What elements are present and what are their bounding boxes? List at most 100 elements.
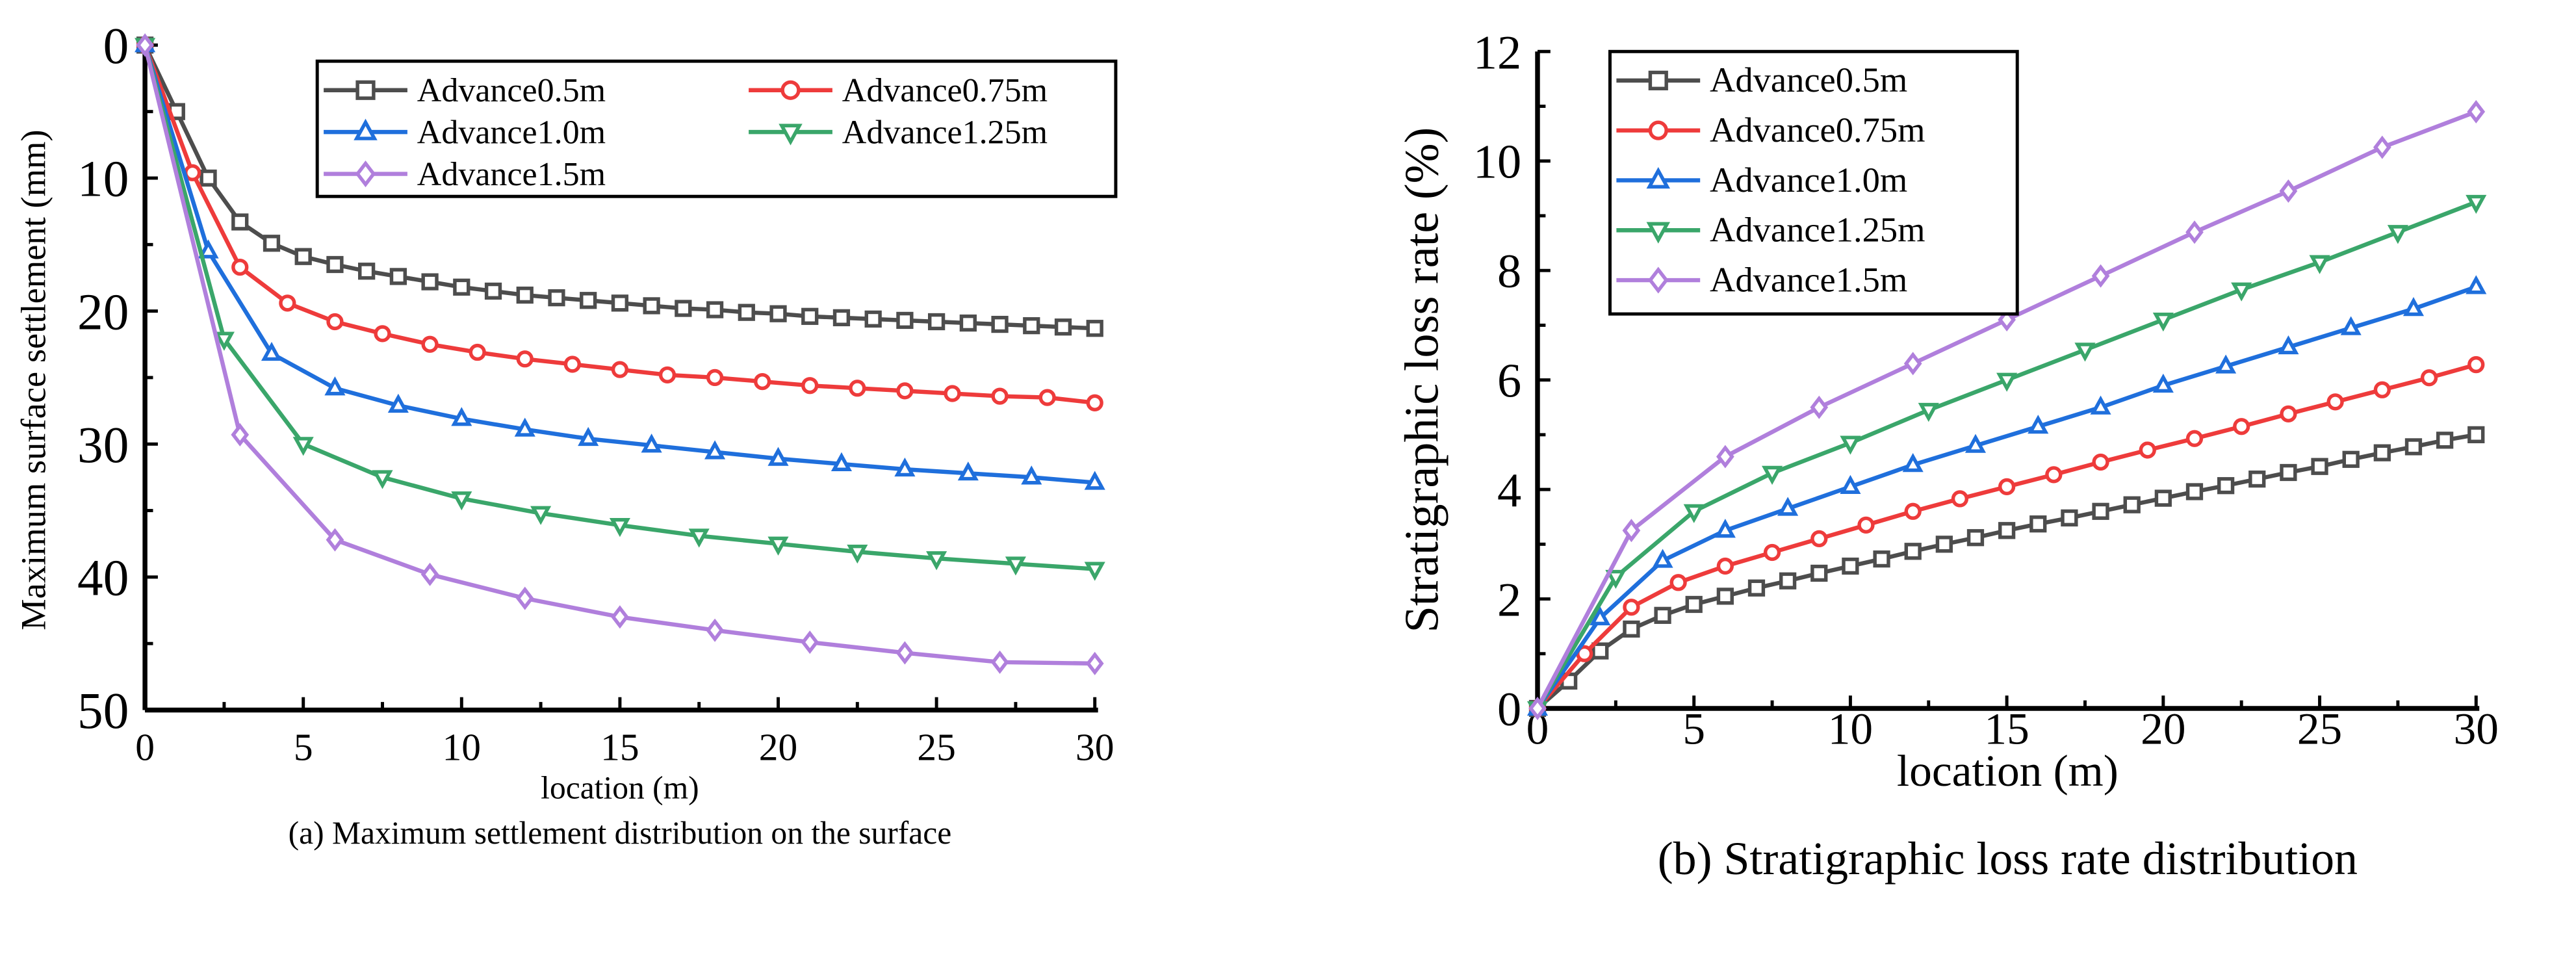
- data-point: [1935, 536, 1953, 553]
- y-tick-label: 40: [77, 550, 129, 607]
- x-tick-label: 5: [294, 725, 313, 768]
- data-point: [801, 307, 819, 325]
- data-point: [1652, 549, 1673, 568]
- data-point: [2467, 99, 2486, 123]
- data-point: [2248, 470, 2266, 488]
- legend-item: Advance1.0m: [1616, 160, 1907, 200]
- data-point: [769, 305, 787, 322]
- data-point: [374, 325, 391, 343]
- data-point: [754, 372, 771, 391]
- x-tick-label: 25: [2297, 705, 2342, 755]
- loss-rate-chart: Stratigraphic loss rate (%) location (m)…: [1395, 26, 2499, 885]
- series-advance1-0m: [135, 33, 1105, 490]
- data-point: [1873, 550, 1890, 568]
- data-point: [2402, 297, 2425, 317]
- data-point: [1591, 642, 1609, 660]
- data-point: [2309, 255, 2330, 274]
- data-point: [580, 292, 597, 309]
- data-point: [1714, 519, 1736, 538]
- series-advance0-5m: [136, 36, 1103, 337]
- data-point: [2280, 405, 2297, 422]
- data-point: [990, 650, 1009, 674]
- data-point: [611, 361, 629, 378]
- data-point: [2185, 483, 2204, 500]
- series-advance1-25m: [135, 38, 1105, 581]
- data-point: [1084, 471, 1105, 490]
- data-point: [611, 294, 629, 312]
- data-point: [1716, 557, 1734, 575]
- data-point: [231, 422, 250, 447]
- data-point: [213, 331, 235, 351]
- data-point: [2467, 426, 2485, 444]
- legend-item: Advance1.5m: [1616, 259, 1907, 299]
- x-axis-label: location (m): [541, 770, 699, 806]
- data-point: [849, 380, 866, 397]
- legend-marker: [1646, 222, 1671, 244]
- chart-caption: (a) Maximum settlement distribution on t…: [289, 815, 952, 851]
- x-tick-label: 30: [1075, 725, 1114, 768]
- data-point: [991, 315, 1009, 333]
- data-point: [372, 470, 393, 489]
- data-point: [1998, 522, 2016, 539]
- x-tick-label: 5: [1682, 705, 1705, 755]
- data-point: [548, 289, 565, 307]
- y-tick-label: 0: [103, 18, 129, 75]
- data-point: [1777, 497, 1799, 516]
- data-point: [2231, 282, 2252, 302]
- legend-label: Advance0.75m: [842, 72, 1048, 109]
- data-point: [1761, 465, 1783, 485]
- y-tick-label: 4: [1497, 464, 1521, 517]
- data-point: [1904, 543, 1922, 560]
- data-point: [231, 213, 249, 231]
- series-advance1-5m: [1528, 99, 2486, 721]
- legend-item: Advance1.0m: [324, 114, 606, 151]
- data-point: [957, 461, 979, 481]
- data-point: [358, 263, 376, 280]
- data-point: [1685, 595, 1703, 614]
- data-point: [2387, 225, 2408, 244]
- data-point: [611, 605, 629, 629]
- data-point: [1623, 620, 1640, 638]
- data-point: [1810, 530, 1828, 548]
- data-point: [2404, 438, 2423, 456]
- x-axis-label: location (m): [1897, 746, 2119, 796]
- x-tick-label: 15: [1984, 705, 2029, 755]
- legend: Advance0.5m Advance0.75m Advance1.0m Advanc…: [315, 59, 1118, 198]
- data-point: [1747, 579, 1766, 597]
- data-point: [1716, 588, 1734, 605]
- legend-box: [315, 59, 1118, 198]
- data-point: [200, 169, 217, 187]
- data-point: [2185, 220, 2204, 244]
- y-tick-label: 20: [77, 283, 129, 341]
- legend-item: Advance0.5m: [1616, 60, 1907, 99]
- y-tick-label: 10: [77, 151, 129, 208]
- x-tick-label: 10: [1828, 705, 1873, 755]
- data-point: [609, 518, 630, 537]
- data-point: [1840, 435, 1861, 455]
- data-point: [261, 341, 283, 361]
- data-point: [2028, 415, 2049, 434]
- data-point: [387, 393, 409, 413]
- y-tick-label: 6: [1497, 355, 1521, 408]
- data-point: [1086, 320, 1103, 337]
- legend-label: Advance1.25m: [1710, 210, 1925, 250]
- data-point: [1038, 389, 1056, 406]
- legend-label: Advance1.0m: [417, 114, 606, 151]
- x-tick-label: 10: [443, 725, 481, 768]
- data-point: [326, 528, 344, 552]
- data-point: [658, 366, 676, 383]
- data-point: [1623, 599, 1640, 616]
- data-point: [530, 506, 552, 525]
- legend-marker: [355, 80, 376, 100]
- data-point: [832, 309, 851, 326]
- data-point: [895, 641, 914, 665]
- x-tick-label: 0: [135, 725, 155, 768]
- series-line: [1536, 432, 2477, 710]
- data-point: [1005, 556, 1026, 576]
- x-tick-label: 25: [917, 725, 955, 768]
- data-point: [706, 301, 724, 318]
- data-point: [896, 311, 914, 330]
- data-point: [1085, 651, 1104, 675]
- data-point: [864, 310, 882, 328]
